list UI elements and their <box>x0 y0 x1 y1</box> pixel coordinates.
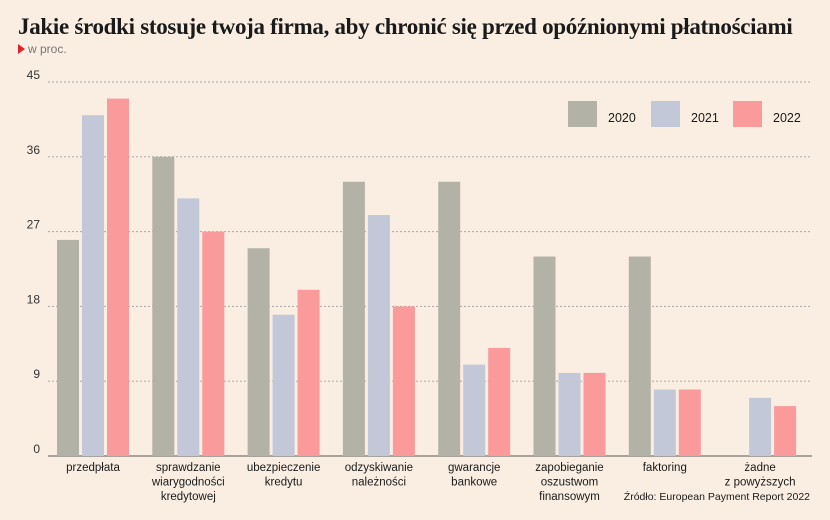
bar-2022 <box>488 347 511 456</box>
bar-2021 <box>177 198 200 456</box>
source-note: Źródło: European Payment Report 2022 <box>623 491 810 503</box>
bar-2020 <box>342 181 365 456</box>
bar-2020 <box>247 248 270 456</box>
legend-swatch-2021 <box>651 101 680 127</box>
chart-title: Jakie środki stosuje twoja firma, aby ch… <box>18 14 793 39</box>
bar-2022 <box>583 372 606 456</box>
category-label: odzyskiwanie należności <box>345 462 413 489</box>
bar-2022 <box>297 289 320 456</box>
unit-label: w proc. <box>28 42 67 56</box>
bar-2020 <box>438 181 461 456</box>
legend-label-2020: 2020 <box>608 111 636 125</box>
y-tick-label: 27 <box>27 218 41 232</box>
legend-label-2022: 2022 <box>773 111 801 125</box>
bar-2021 <box>272 314 295 456</box>
bar-2020 <box>57 239 79 456</box>
bar-2021 <box>82 115 104 456</box>
y-tick-label: 0 <box>33 442 40 456</box>
bar-2022 <box>392 306 415 456</box>
red-triangle-marker-icon <box>18 44 25 54</box>
category-label: zapobieganie oszustwom finansowym <box>535 462 603 503</box>
legend-label-2021: 2021 <box>691 111 719 125</box>
y-tick-label: 9 <box>33 367 40 381</box>
category-label: przedpłata <box>66 462 120 474</box>
bar-2022 <box>678 389 701 456</box>
category-label: sprawdzanie wiarygodności kredytowej <box>151 462 225 503</box>
y-tick-label: 45 <box>27 68 41 82</box>
legend-swatch-2020 <box>568 101 597 127</box>
y-tick-label: 18 <box>27 292 41 306</box>
bar-2021 <box>749 397 772 456</box>
bar-2020 <box>152 156 175 457</box>
legend-swatch-2022 <box>733 101 762 127</box>
category-label: żadne z powyższych <box>725 462 796 489</box>
bar-2022 <box>107 98 129 456</box>
bar-2021 <box>558 372 581 456</box>
chart-subtitle: w proc. <box>18 42 67 56</box>
bar-2020 <box>533 256 556 456</box>
y-tick-label: 36 <box>27 143 41 157</box>
bar-2022 <box>774 406 797 456</box>
bar-2020 <box>628 256 651 456</box>
category-label: ubezpieczenie kredytu <box>247 462 321 489</box>
bar-2021 <box>367 214 390 456</box>
bar-2022 <box>202 231 225 456</box>
category-label: faktoring <box>643 462 687 474</box>
category-label: gwarancje bankowe <box>448 462 500 489</box>
bar-2021 <box>463 364 486 456</box>
bar-2021 <box>653 389 676 456</box>
